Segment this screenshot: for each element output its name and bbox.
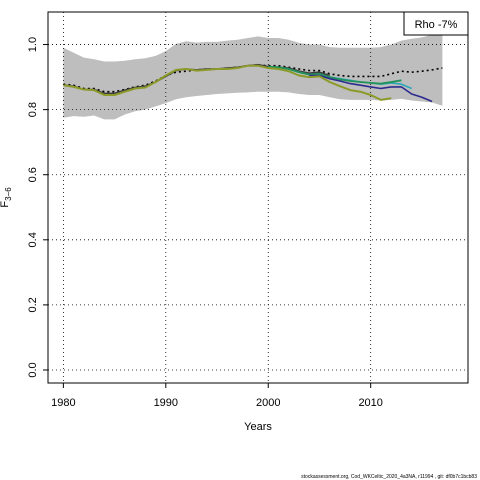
confidence-band [63, 33, 443, 120]
x-axis-title: Years [244, 421, 272, 433]
y-tick-label-4: 0.8 [27, 102, 39, 117]
x-tick-label-1980: 1980 [51, 397, 75, 409]
y-tick-label-5: 1.0 [27, 37, 39, 52]
series-line-6 [63, 64, 392, 101]
series-layer [63, 63, 443, 103]
plot-frame [47, 11, 469, 384]
y-tick-label-3: 0.6 [27, 167, 39, 182]
legend-box [403, 11, 469, 36]
y-axis: 0.0 0.2 0.4 0.6 0.8 1.0 [27, 37, 48, 378]
legend: Rho -7% [403, 11, 469, 36]
x-tick-label-1990: 1990 [154, 397, 178, 409]
series-line-5 [309, 74, 433, 103]
y-axis-title-subscript: 3−6 [4, 187, 13, 201]
y-axis-title: F3−6 [0, 187, 13, 208]
source-footer: stockassessment.org, Cod_WKCeltic_2020_4… [301, 474, 477, 480]
y-tick-label-2: 0.4 [27, 232, 39, 247]
legend-label: Rho -7% [415, 19, 458, 31]
series-line-1 [63, 64, 443, 93]
y-axis-title-main: F [0, 201, 11, 208]
series-line-4 [268, 65, 402, 85]
x-tick-label-2010: 2010 [358, 397, 382, 409]
x-tick-label-2000: 2000 [256, 397, 280, 409]
x-axis: 1980 1990 2000 2010 [51, 383, 383, 409]
y-tick-label-1: 0.2 [27, 297, 39, 312]
y-tick-label-0: 0.0 [27, 362, 39, 377]
confidence-band-layer [63, 33, 443, 120]
